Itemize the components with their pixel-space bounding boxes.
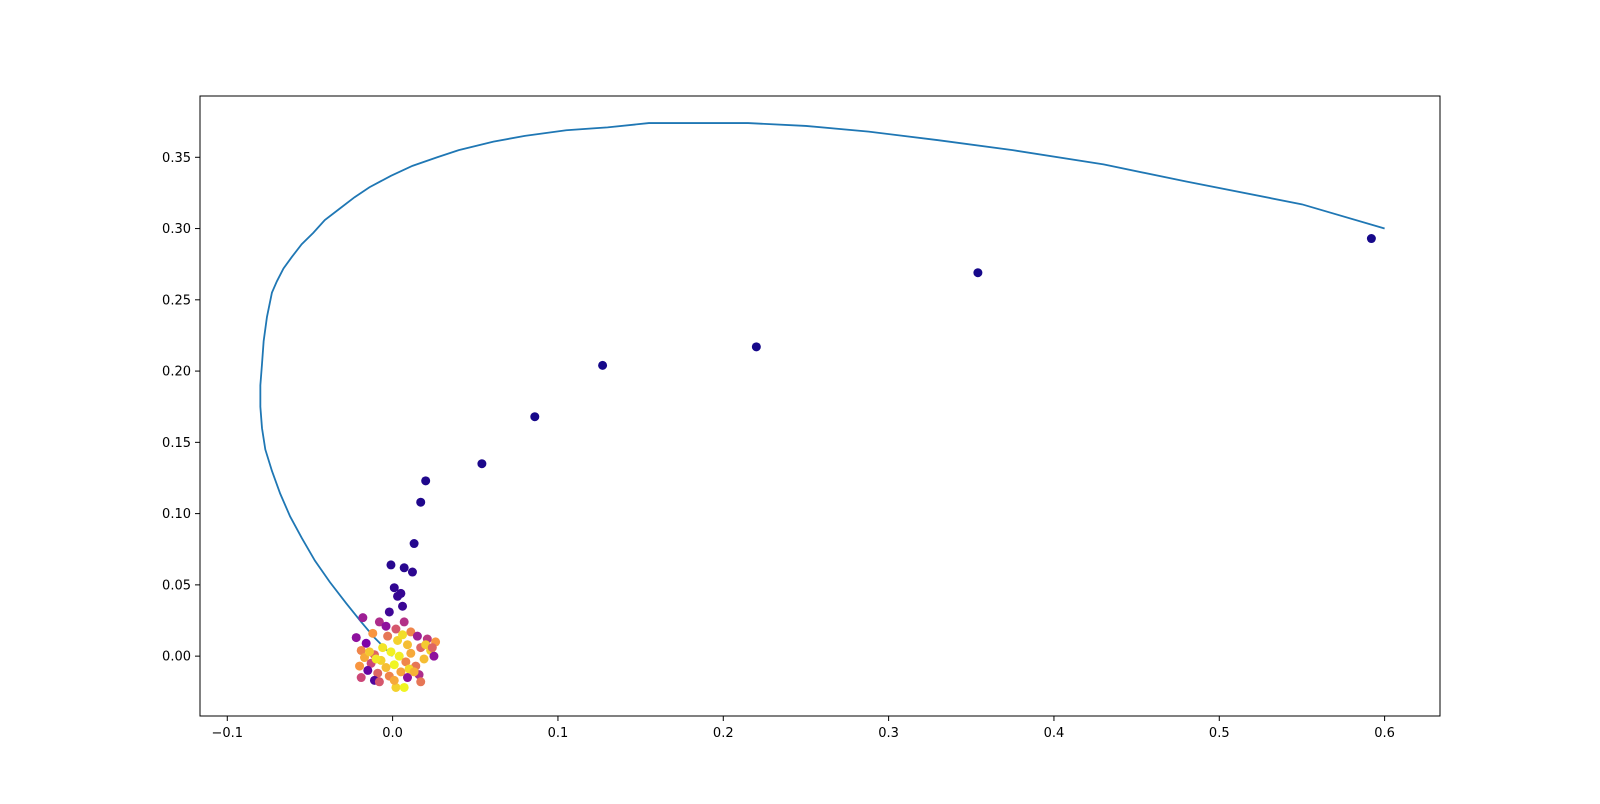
scatter-point (389, 583, 399, 593)
scatter-point (530, 412, 540, 422)
y-tick-label: 0.35 (162, 151, 191, 166)
x-tick-label: 0.5 (1209, 726, 1230, 741)
scatter-point (383, 631, 393, 641)
scatter-point (399, 617, 409, 627)
scatter-point (427, 643, 437, 653)
y-tick-label: 0.15 (162, 436, 191, 451)
x-tick-label: 0.0 (382, 726, 403, 741)
x-tick-label: 0.2 (713, 726, 734, 741)
x-tick-label: −0.1 (211, 726, 243, 741)
y-tick-label: 0.20 (162, 365, 191, 380)
scatter-point (356, 645, 366, 655)
scatter-point (358, 613, 368, 623)
scatter-point (973, 268, 983, 278)
x-tick-label: 0.6 (1374, 726, 1395, 741)
scatter-point (356, 673, 366, 683)
scatter-point (409, 667, 419, 677)
scatter-point (406, 648, 416, 658)
scatter-point (751, 342, 761, 352)
scatter-point (407, 567, 417, 577)
scatter-point (381, 621, 391, 631)
scatter-point (381, 663, 391, 673)
y-tick-label: 0.10 (162, 507, 191, 522)
scatter-point (412, 631, 422, 641)
y-axis-ticks: 0.00 0.05 0.10 0.15 0.20 0.25 0.30 0.35 (162, 151, 200, 665)
scatter-point (389, 660, 399, 670)
scatter-point (384, 607, 394, 617)
scatter-point (389, 675, 399, 685)
scatter-point (393, 591, 403, 601)
scatter-point (355, 661, 365, 671)
scatter-point (401, 657, 411, 667)
scatter-point (399, 682, 409, 692)
scatter-point (598, 360, 608, 370)
scatter-point (396, 667, 406, 677)
x-tick-label: 0.3 (878, 726, 899, 741)
scatter-point (391, 624, 401, 634)
scatter-point (386, 647, 396, 657)
axes-frame (199, 95, 1441, 717)
y-tick-label: 0.30 (162, 222, 191, 237)
scatter-point (378, 643, 388, 653)
scatter-point (361, 638, 371, 648)
points-layer (351, 234, 1376, 692)
scatter-point (416, 677, 426, 687)
scatter-point (419, 654, 429, 664)
trajectory-line (259, 122, 1385, 657)
scatter-point (1366, 234, 1376, 244)
scatter-point (391, 682, 401, 692)
scatter-point (364, 647, 374, 657)
scatter-point (386, 560, 396, 570)
scatter-point (368, 628, 378, 638)
scatter-point (421, 476, 431, 486)
scatter-point (477, 459, 487, 469)
scatter-point (398, 630, 408, 640)
curve-layer (259, 122, 1385, 657)
scatter-point (406, 627, 416, 637)
scatter-point (394, 651, 404, 661)
scatter-point (371, 654, 381, 664)
scatter-point (409, 539, 419, 549)
scatter-point (351, 633, 361, 643)
scatter-point (398, 601, 408, 611)
scatter-point (374, 677, 384, 687)
scatter-point (363, 665, 373, 675)
scatter-point (399, 563, 409, 573)
x-tick-label: 0.1 (548, 726, 569, 741)
y-tick-label: 0.00 (162, 650, 191, 665)
x-tick-label: 0.4 (1044, 726, 1065, 741)
scatter-point (373, 668, 383, 678)
scatter-point (374, 617, 384, 627)
x-axis-ticks: −0.1 0.0 0.1 0.2 0.3 0.4 0.5 0.6 (211, 716, 1395, 741)
y-tick-label: 0.25 (162, 293, 191, 308)
scatter-point (402, 673, 412, 683)
y-tick-label: 0.05 (162, 578, 191, 593)
scatter-point (402, 640, 412, 650)
scatter-point (416, 497, 426, 507)
scatter-point (429, 651, 439, 661)
